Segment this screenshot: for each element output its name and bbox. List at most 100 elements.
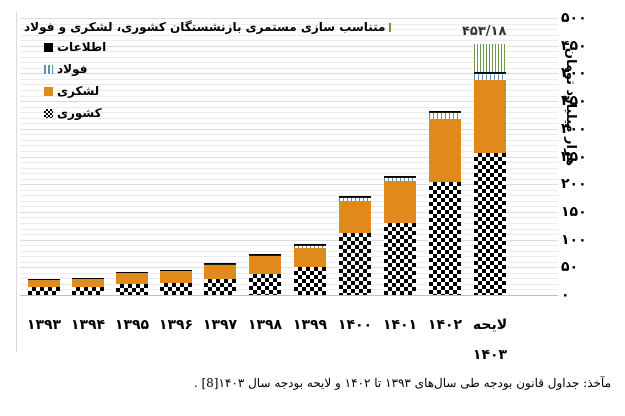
bar-segment-keshvari: [204, 278, 236, 295]
legend-item-ettelaat: اطلاعات: [44, 40, 106, 54]
gridline: [20, 78, 558, 80]
bar-segment-ettelaat: [72, 277, 104, 279]
bar-segment-lashkari: [204, 265, 236, 279]
gridline: [20, 206, 558, 208]
x-tick-label: ۱۳۹۴: [70, 317, 106, 333]
bar-segment-foolad: [474, 73, 506, 81]
bar-segment-foolad: [429, 112, 461, 119]
gridline: [20, 23, 558, 25]
bar-segment-ettelaat: [160, 270, 192, 272]
gridline: [20, 167, 558, 169]
bar-segment-keshvari: [249, 273, 281, 295]
gridline: [20, 106, 558, 108]
bar-segment-foolad: [339, 196, 371, 201]
bar-segment-keshvari: [294, 266, 326, 295]
bar-segment-lashkari: [429, 118, 461, 182]
bar-segment-keshvari: [116, 283, 148, 295]
x-tick-label: ۱۴۰۲: [427, 317, 463, 333]
bar-segment-lashkari: [72, 278, 104, 287]
bar-stack[interactable]: [339, 195, 371, 295]
y-tick-label: ۳۰۰: [561, 120, 587, 137]
bar-segment-foolad: [204, 264, 236, 266]
gridline: [20, 211, 558, 213]
x-tick-label: لایحه ۱۴۰۳: [472, 317, 508, 363]
gridline: [20, 222, 558, 224]
gridline: [20, 256, 558, 258]
y-axis-label: هزار میلیارد تومان: [563, 47, 578, 166]
gridline: [20, 34, 558, 36]
gridline: [20, 250, 558, 252]
bar-segment-keshvari: [339, 232, 371, 295]
gridline: [20, 101, 558, 103]
bar-stack[interactable]: [384, 176, 416, 295]
legend-swatch-icon: [44, 42, 53, 52]
bar-segment-ettelaat: [249, 254, 281, 256]
bar-segment-foolad: [249, 255, 281, 257]
bar-stack[interactable]: [160, 270, 192, 295]
gridline: [20, 84, 558, 86]
gridline: [20, 112, 558, 114]
gridline: [20, 150, 558, 152]
gridline: [20, 178, 558, 180]
y-tick-label: ۴۰۰: [561, 65, 587, 82]
gridline: [20, 239, 558, 241]
x-tick-label: ۱۳۹۵: [114, 317, 150, 333]
bar-segment-keshvari: [429, 181, 461, 295]
legend-label: کشوری: [57, 106, 102, 120]
legend-item-keshvari: کشوری: [44, 106, 102, 120]
gridline: [20, 95, 558, 97]
bar-segment-ettelaat: [116, 271, 148, 273]
gridline: [20, 40, 558, 42]
x-tick-label: ۱۳۹۶: [158, 317, 194, 333]
y-tick-label: ۱۵۰: [561, 203, 587, 220]
legend-label: متناسب سازی مستمری بازنشستگان کشوری، لشک…: [24, 20, 386, 34]
gridline: [20, 278, 558, 280]
gridline: [20, 45, 558, 47]
x-tick-label: ۱۳۹۳: [26, 317, 62, 333]
y-tick-label: ۲۵۰: [561, 148, 587, 165]
bar-stack[interactable]: [429, 111, 461, 295]
gridline: [20, 234, 558, 236]
bar-stack[interactable]: [116, 271, 148, 295]
legend-swatch-icon: [44, 108, 53, 118]
bar-segment-ettelaat: [294, 244, 326, 246]
gridline: [20, 139, 558, 141]
bar-segment-lashkari: [249, 256, 281, 274]
y-tick-label: ۵۰: [561, 259, 579, 276]
gridline: [20, 73, 558, 75]
gridline: [20, 217, 558, 219]
bar-segment-foolad: [294, 245, 326, 248]
bar-segment-lashkari: [294, 247, 326, 267]
gridline: [20, 200, 558, 202]
y-tick-label: ۴۵۰: [561, 37, 587, 54]
bar-segment-ettelaat: [339, 195, 371, 197]
bar-segment-ettelaat: [28, 279, 60, 281]
gridline: [20, 29, 558, 31]
gridline: [20, 62, 558, 64]
gridline: [20, 283, 558, 285]
y-tick-label: ۰: [561, 287, 570, 303]
bar-stack[interactable]: [474, 43, 506, 295]
gridline: [20, 189, 558, 191]
gridline: [20, 145, 558, 147]
bar-stack[interactable]: [204, 263, 236, 295]
bar-segment-lashkari: [339, 200, 371, 233]
bar-segment-motanaseb: [474, 43, 506, 73]
legend-label: اطلاعات: [57, 40, 107, 54]
gridline: [20, 272, 558, 274]
bar-stack[interactable]: [28, 279, 60, 295]
bar-stack[interactable]: [294, 244, 326, 295]
gridline: [20, 128, 558, 130]
bar-segment-keshvari: [474, 153, 506, 295]
bar-stack[interactable]: [72, 277, 104, 295]
bar-segment-ettelaat: [204, 263, 236, 264]
y-tick-label: ۱۰۰: [561, 231, 587, 248]
legend-swatch-icon: [44, 86, 53, 96]
bar-segment-keshvari: [160, 282, 192, 295]
legend-item-lashkari: لشکری: [44, 84, 99, 98]
legend-swatch-icon: [389, 22, 392, 32]
bar-stack[interactable]: [249, 254, 281, 295]
legend-swatch-icon: [44, 64, 53, 74]
x-tick-label: ۱۴۰۱: [382, 317, 418, 333]
gridline: [20, 134, 558, 136]
